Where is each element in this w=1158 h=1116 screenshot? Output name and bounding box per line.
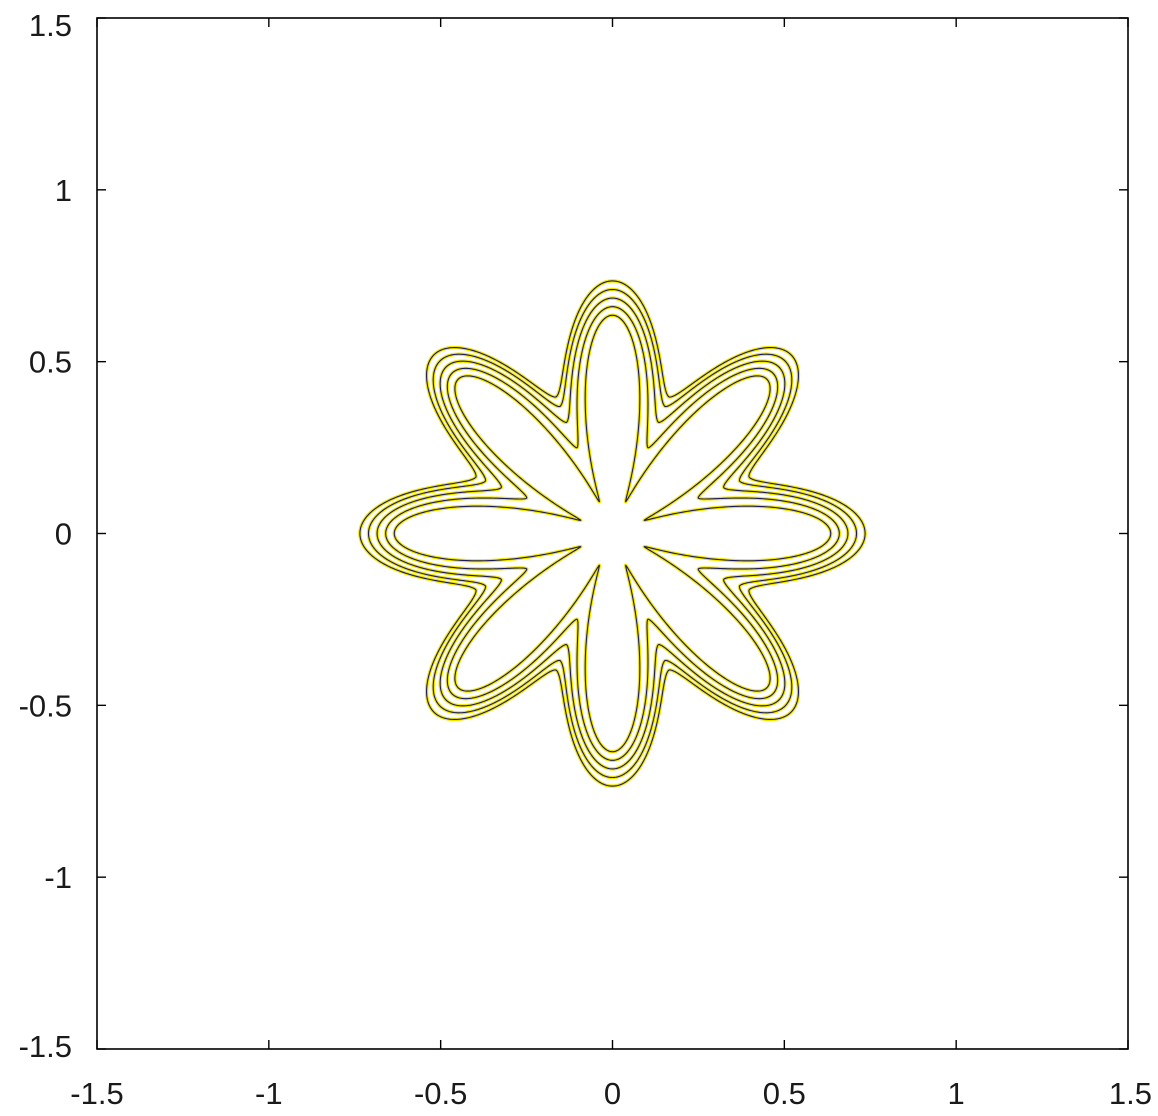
y-tick-label-0: -1.5 [19, 1029, 72, 1064]
contour-line-2 [385, 306, 840, 761]
x-tick-label-5: 1 [948, 1076, 965, 1111]
y-tick-label-2: -0.5 [19, 688, 72, 723]
contour-line-1 [393, 314, 832, 753]
y-tick-label-3: 0 [55, 517, 72, 552]
contour-line-3 [376, 297, 849, 770]
y-tick-labels: -1.5 -1 -0.5 0 0.5 1 1.5 [19, 8, 72, 1064]
contour-line-2-outer [383, 304, 842, 763]
y-tick-label-5: 1 [55, 173, 72, 208]
contour-line-5-outer [358, 279, 867, 788]
plot-frame [96, 17, 1129, 1050]
y-tick-label-4: 0.5 [29, 345, 72, 380]
x-tick-label-1: -1 [255, 1076, 283, 1111]
contour-line-4 [367, 288, 858, 779]
contour-line-5 [359, 280, 866, 787]
contour-line-4-outer [366, 287, 859, 780]
contour-line-1-outer [392, 313, 833, 754]
contour-group [358, 279, 867, 788]
x-tick-label-4: 0.5 [763, 1076, 806, 1111]
x-tick-label-3: 0 [604, 1076, 621, 1111]
x-tick-labels: -1.5 -1 -0.5 0 0.5 1 1.5 [70, 1076, 1152, 1111]
y-tick-label-6: 1.5 [29, 8, 72, 43]
contour-line-3-outer [375, 296, 850, 771]
tick-marks [96, 17, 1129, 1050]
x-tick-label-6: 1.5 [1109, 1076, 1152, 1111]
y-tick-label-1: -1 [44, 860, 72, 895]
x-tick-label-2: -0.5 [414, 1076, 467, 1111]
x-tick-label-0: -1.5 [70, 1076, 123, 1111]
